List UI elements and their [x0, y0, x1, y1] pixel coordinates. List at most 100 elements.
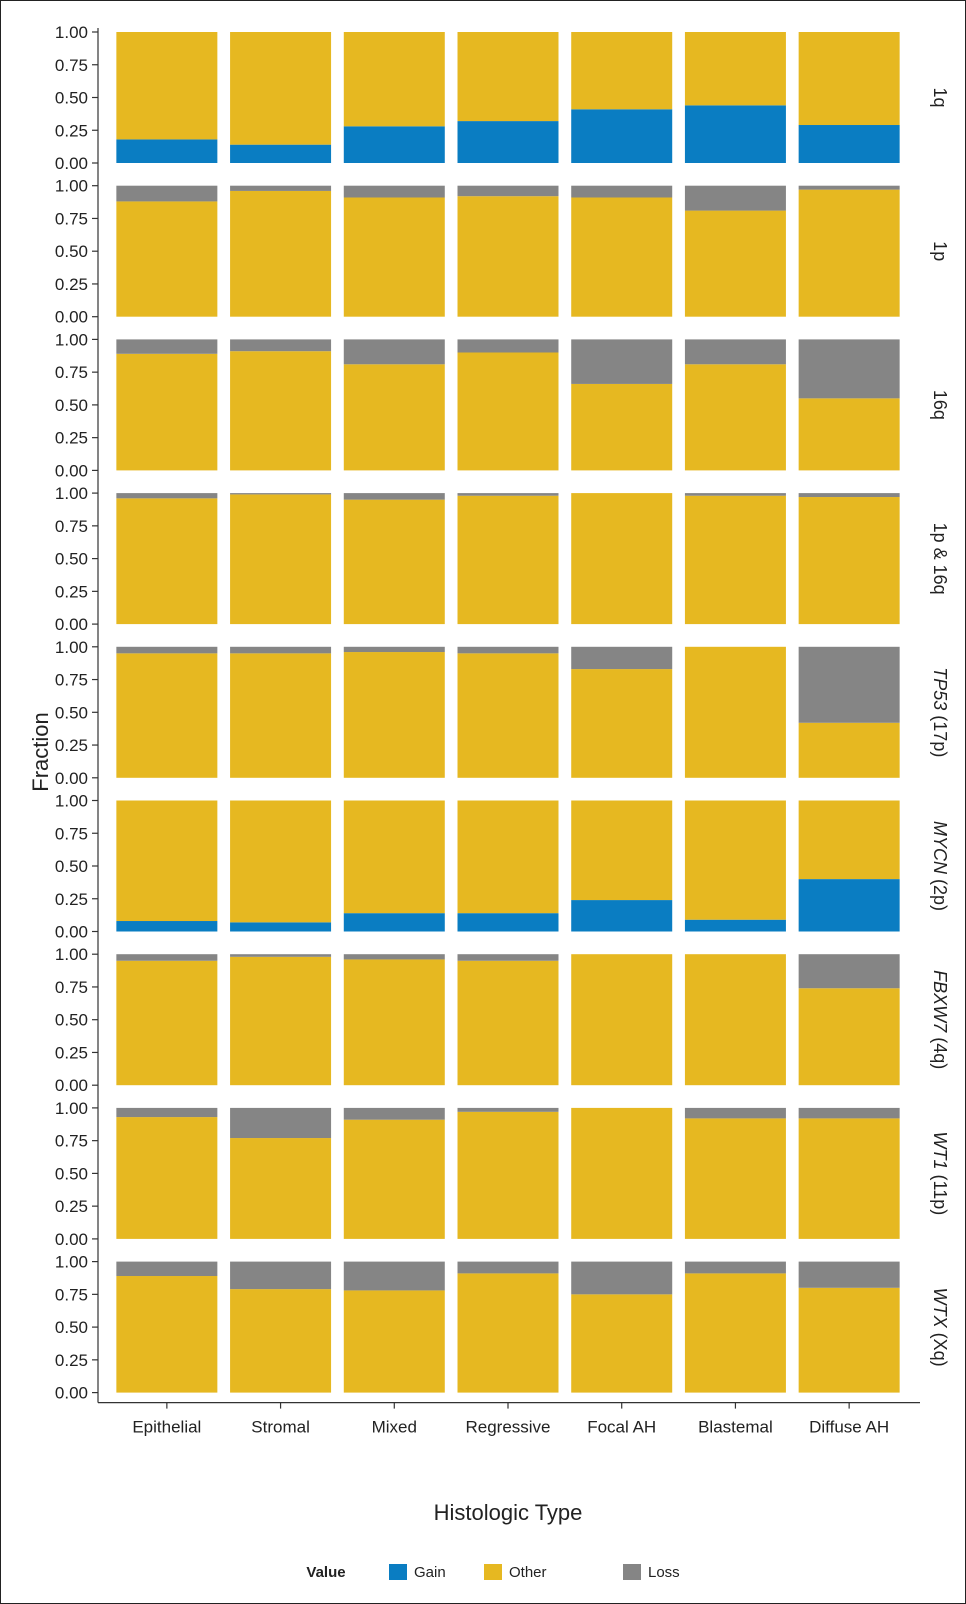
bar-gain [457, 913, 559, 932]
y-tick-label: 0.00 [55, 461, 88, 480]
y-tick-label: 0.00 [55, 615, 88, 634]
bar-loss [798, 339, 900, 399]
facet-label: 1p & 16q [930, 523, 950, 595]
bar-other [343, 197, 445, 317]
y-tick-label: 0.00 [55, 1230, 88, 1249]
x-tick-label: Regressive [465, 1418, 550, 1437]
x-tick-label: Focal AH [587, 1418, 656, 1437]
bar-other [798, 722, 900, 778]
bar-other [116, 32, 218, 140]
y-tick-label: 0.25 [55, 275, 88, 294]
bar-other [343, 959, 445, 1086]
bar-loss [798, 1107, 900, 1119]
bar-other [116, 800, 218, 922]
bar-other [230, 653, 332, 778]
bar-loss [457, 339, 559, 353]
y-tick-label: 0.75 [55, 824, 88, 843]
bar-loss [343, 1261, 445, 1291]
bar-other [343, 652, 445, 778]
bar-other [684, 1273, 786, 1393]
bar-gain [457, 121, 559, 163]
bar-gain [684, 105, 786, 163]
bar-other [684, 32, 786, 106]
bar-other [684, 364, 786, 471]
y-tick-label: 1.00 [55, 1253, 88, 1272]
bar-other [571, 493, 673, 625]
bar-loss [457, 493, 559, 496]
facet-2: 0.00 0.25 0.50 0.75 1.00 16q [55, 330, 950, 480]
bar-gain [116, 139, 218, 163]
bar-other [798, 800, 900, 880]
bar-other [230, 32, 332, 145]
y-tick-label: 1.00 [55, 638, 88, 657]
bar-other [798, 398, 900, 471]
facet-label: TP53 (17p) [930, 667, 950, 757]
y-tick-label: 0.25 [55, 1197, 88, 1216]
bar-other [798, 988, 900, 1086]
facet-3: 0.00 0.25 0.50 0.75 1.00 1p & 16q [55, 484, 950, 634]
bar-gain [571, 900, 673, 932]
bar-gain [571, 109, 673, 163]
bar-other [798, 1118, 900, 1239]
bar-other [230, 190, 332, 317]
bar-other [116, 960, 218, 1086]
y-tick-label: 0.50 [55, 1164, 88, 1183]
bar-other [116, 653, 218, 778]
bar-other [457, 1273, 559, 1393]
bar-gain [343, 126, 445, 163]
y-tick-label: 0.00 [55, 1076, 88, 1095]
y-tick-label: 0.75 [55, 56, 88, 75]
y-tick-label: 0.25 [55, 582, 88, 601]
y-tick-label: 0.00 [55, 1384, 88, 1403]
facet-6: 0.00 0.25 0.50 0.75 1.00 FBXW7 (4q) [55, 945, 950, 1095]
bar-loss [116, 1261, 218, 1277]
y-tick-label: 0.00 [55, 923, 88, 942]
bar-other [116, 1117, 218, 1239]
bar-loss [343, 954, 445, 960]
bar-loss [343, 339, 445, 365]
facet-1: 0.00 0.25 0.50 0.75 1.00 1p [55, 177, 950, 327]
bar-other [343, 1119, 445, 1239]
bar-loss [343, 1107, 445, 1120]
facet-4: 0.00 0.25 0.50 0.75 1.00 TP53 (17p) [55, 638, 950, 788]
bar-loss [457, 1107, 559, 1112]
bar-other [457, 800, 559, 914]
bar-other [457, 1111, 559, 1239]
facet-label: WTX (Xq) [930, 1288, 950, 1367]
bar-other [230, 956, 332, 1086]
y-tick-label: 1.00 [55, 330, 88, 349]
x-tick-label: Mixed [372, 1418, 417, 1437]
bar-other [343, 800, 445, 914]
bar-other [343, 1290, 445, 1393]
bar-other [571, 669, 673, 778]
bar-other [571, 32, 673, 110]
bar-other [684, 646, 786, 778]
y-tick-label: 0.00 [55, 769, 88, 788]
bar-loss [230, 1107, 332, 1139]
bar-loss [116, 646, 218, 654]
bar-other [571, 197, 673, 317]
bar-loss [571, 646, 673, 670]
bar-other [343, 364, 445, 471]
bar-other [116, 498, 218, 625]
bar-loss [230, 339, 332, 352]
bar-other [230, 800, 332, 923]
bar-gain [343, 913, 445, 932]
facet-label: 16q [930, 390, 950, 420]
y-tick-label: 1.00 [55, 177, 88, 196]
legend: Value Gain Other Loss [306, 1564, 680, 1581]
bar-other [684, 954, 786, 1086]
bar-loss [343, 493, 445, 500]
bar-loss [343, 646, 445, 653]
bar-gain [230, 144, 332, 163]
y-tick-label: 0.50 [55, 242, 88, 261]
bar-other [457, 352, 559, 471]
bar-loss [798, 493, 900, 498]
y-tick-label: 0.00 [55, 308, 88, 327]
legend-title: Value [306, 1564, 345, 1581]
bar-loss [571, 185, 673, 198]
facet-label: 1p [930, 241, 950, 261]
bar-loss [230, 954, 332, 957]
